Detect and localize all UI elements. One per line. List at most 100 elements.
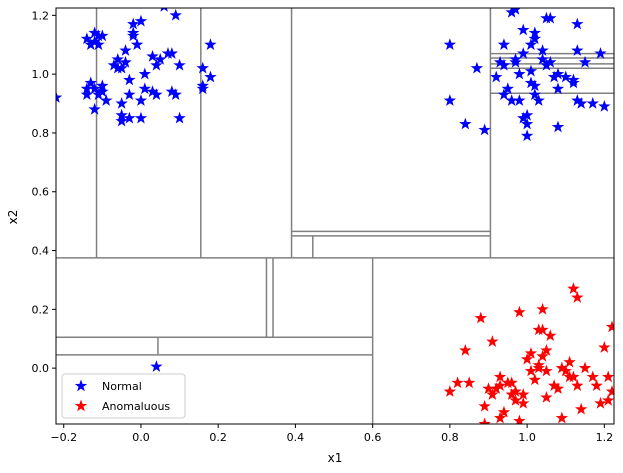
data-point xyxy=(510,8,521,15)
data-point xyxy=(544,11,557,24)
data-point xyxy=(154,52,167,65)
data-point xyxy=(123,73,136,86)
data-point xyxy=(517,111,530,124)
data-point xyxy=(574,402,588,415)
y-tick-label: 0.0 xyxy=(32,362,50,375)
x-tick-label: 0.8 xyxy=(441,431,459,444)
data-point xyxy=(586,370,599,383)
data-point xyxy=(107,58,121,71)
data-point xyxy=(532,94,545,106)
data-point xyxy=(84,38,97,51)
data-point xyxy=(555,411,569,424)
x-tick-label: 0.0 xyxy=(132,431,150,444)
data-point xyxy=(536,349,549,362)
data-point xyxy=(590,379,603,392)
data-point xyxy=(80,88,94,100)
legend-label: Normal xyxy=(102,380,142,393)
data-point xyxy=(547,379,561,392)
data-point xyxy=(127,17,140,30)
data-point xyxy=(459,344,472,356)
legend-marker xyxy=(74,379,88,392)
data-point xyxy=(528,373,542,386)
data-point xyxy=(146,50,159,62)
data-point xyxy=(524,346,538,359)
y-tick-label: 1.2 xyxy=(32,9,50,22)
data-point xyxy=(528,26,542,39)
data-point xyxy=(509,385,522,397)
y-tick-label: 0.4 xyxy=(32,245,50,258)
data-point xyxy=(540,364,553,377)
data-point xyxy=(127,29,140,42)
data-point xyxy=(165,85,179,98)
data-point xyxy=(517,23,530,36)
y-axis-label: x2 xyxy=(6,210,20,225)
data-point xyxy=(150,88,163,100)
data-point xyxy=(451,376,464,389)
data-point xyxy=(486,335,499,347)
data-point xyxy=(528,88,542,100)
data-point xyxy=(138,82,151,95)
y-tick-label: 0.6 xyxy=(32,186,50,199)
data-point xyxy=(100,94,113,106)
data-point xyxy=(594,47,607,59)
data-point xyxy=(602,370,614,383)
data-point xyxy=(605,320,614,333)
data-point xyxy=(169,88,182,100)
data-point xyxy=(602,393,614,406)
data-point xyxy=(115,114,128,127)
legend-label: Anomaluous xyxy=(102,400,170,413)
data-point xyxy=(497,88,511,100)
data-point xyxy=(544,55,557,68)
legend: Normal Anomaluous xyxy=(61,373,186,419)
data-point xyxy=(571,94,584,106)
data-point xyxy=(204,70,217,83)
x-tick-label: 0.6 xyxy=(364,431,382,444)
data-point xyxy=(173,58,186,71)
data-point xyxy=(540,391,553,403)
data-point xyxy=(509,55,522,68)
data-point xyxy=(544,329,557,342)
data-point xyxy=(520,108,534,121)
data-point xyxy=(547,70,561,83)
data-point xyxy=(134,14,148,27)
data-point xyxy=(134,111,148,124)
data-point xyxy=(150,58,163,71)
data-point xyxy=(605,385,614,397)
data-point xyxy=(115,97,128,109)
x-tick-label: 0.4 xyxy=(287,431,305,444)
data-point xyxy=(482,382,495,394)
data-point xyxy=(540,344,553,356)
data-point xyxy=(536,323,549,336)
data-point xyxy=(513,414,526,424)
data-point xyxy=(517,396,530,409)
data-point xyxy=(443,94,457,106)
plot-area xyxy=(56,8,614,424)
data-point xyxy=(88,26,101,39)
data-point xyxy=(551,67,565,80)
axes: −0.2 0.0 0.2 0.4 0.6 0.8 1.0 1.2 0.0 0.2 0.4 0.6 0.8… xyxy=(32,7,615,444)
y-tick-label: 0.8 xyxy=(32,127,50,140)
x-tick-label: 1.0 xyxy=(518,431,536,444)
x-tick-label: −0.2 xyxy=(50,431,77,444)
data-point xyxy=(474,311,487,324)
data-point xyxy=(528,79,542,92)
data-point xyxy=(536,52,549,65)
data-point xyxy=(123,88,136,100)
data-point xyxy=(536,302,549,315)
data-point xyxy=(88,35,101,48)
data-point xyxy=(493,370,507,383)
data-point xyxy=(586,97,599,109)
data-point xyxy=(571,379,584,392)
data-point xyxy=(505,376,518,389)
data-point xyxy=(478,417,491,424)
data-point xyxy=(551,382,565,394)
data-point xyxy=(173,111,186,124)
x-tick-label: 0.2 xyxy=(209,431,227,444)
data-point xyxy=(524,64,538,77)
data-point xyxy=(497,38,511,51)
data-point xyxy=(463,376,476,389)
data-point xyxy=(505,388,518,400)
data-point xyxy=(478,399,491,412)
legend-marker xyxy=(74,399,88,412)
data-point xyxy=(56,91,63,103)
